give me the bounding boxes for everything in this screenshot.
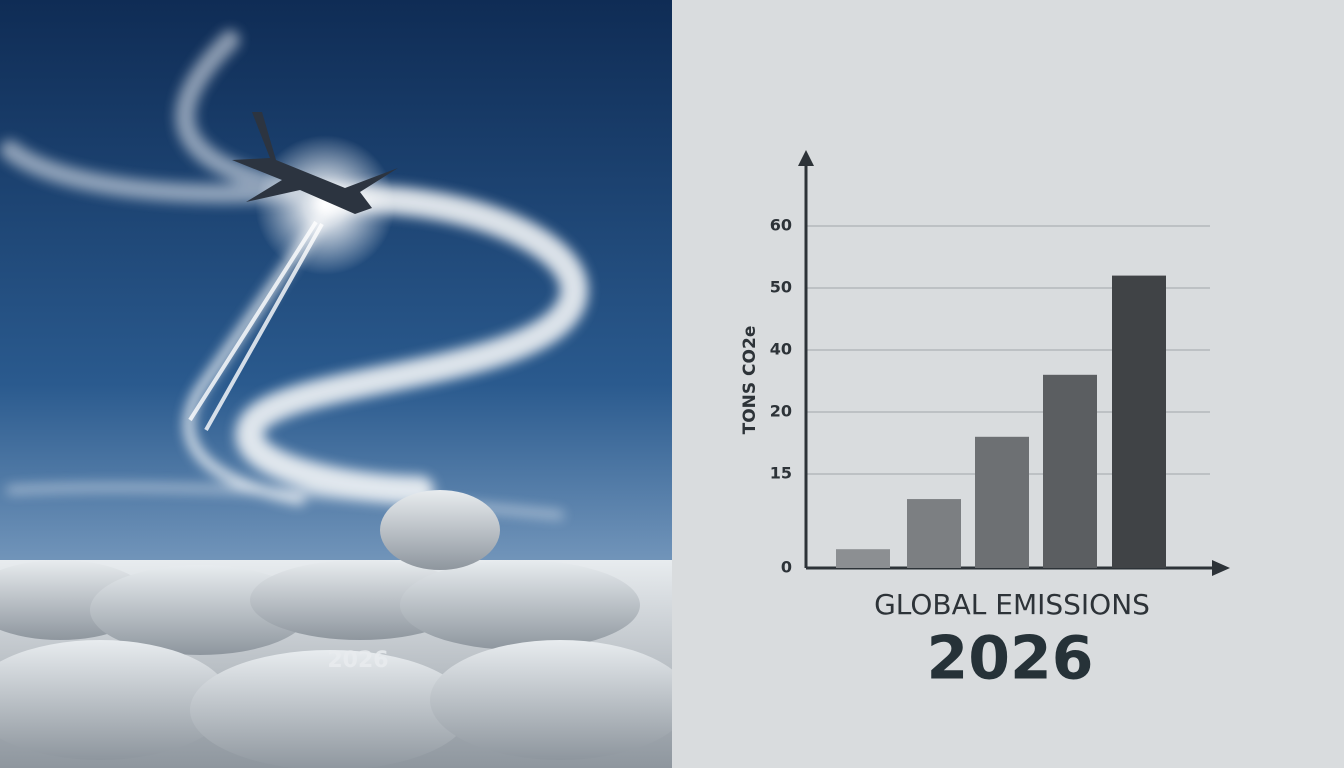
y-axis-arrow — [798, 150, 814, 166]
y-tick-label: 20 — [770, 402, 792, 421]
chart-subtitle: 2026 — [927, 624, 1094, 694]
y-tick-label: 60 — [770, 216, 792, 235]
y-tick-label: 50 — [770, 278, 792, 297]
y-axis-label: TONS CO2e — [740, 326, 760, 435]
y-tick-label: 0 — [781, 558, 792, 577]
photo-caption: 2026 — [327, 648, 388, 673]
chart: TONS CO2e GLOBAL EMISSIONS 2026 0 15 20 40 5… — [740, 150, 1230, 694]
y-tick-label: 15 — [770, 464, 792, 483]
bar — [907, 499, 961, 568]
x-axis-arrow — [1212, 560, 1230, 576]
chart-background — [672, 0, 1344, 768]
y-tick-label: 40 — [770, 340, 792, 359]
bar — [975, 436, 1029, 568]
bar — [1043, 374, 1097, 568]
chart-title: GLOBAL EMISSIONS — [874, 588, 1150, 621]
bar — [1112, 275, 1166, 568]
photo: 2026 — [0, 0, 690, 770]
bar — [836, 549, 890, 568]
